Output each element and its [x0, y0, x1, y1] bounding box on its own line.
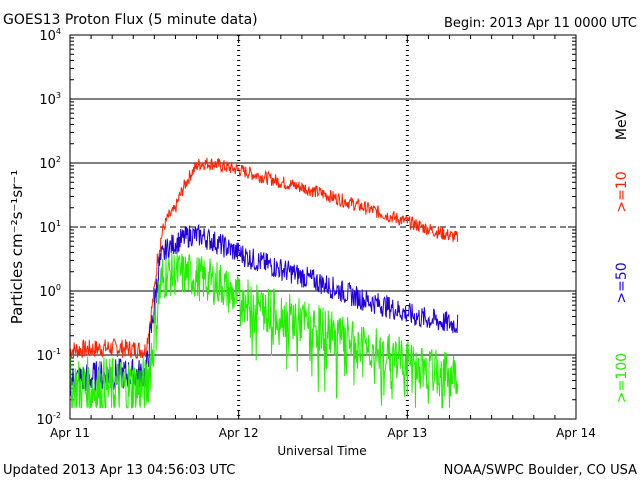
legend: MeV >=10 >=50 >=100 [614, 109, 630, 403]
series-line-0 [69, 157, 459, 360]
x-axis-label: Universal Time [277, 444, 366, 458]
legend-entry: >=100 [614, 353, 630, 403]
legend-unit-label: MeV [614, 109, 630, 140]
y-tick-label: 102 [39, 155, 61, 172]
x-tick-label: Apr 14 [556, 426, 596, 440]
y-tick-label: 104 [39, 27, 61, 44]
y-tick-label: 101 [39, 219, 61, 236]
plot-area: 10-2 10-1 100 101 102 103 104 Apr 11 Apr 12 Apr 1… [36, 27, 595, 440]
begin-label: Begin: 2013 Apr 11 0000 UTC [444, 16, 637, 31]
footer-credit: NOAA/SWPC Boulder, CO USA [444, 463, 637, 478]
x-tick-label: Apr 11 [50, 426, 90, 440]
footer-updated: Updated 2013 Apr 13 04:56:03 UTC [3, 463, 235, 478]
legend-entry: >=50 [614, 262, 630, 303]
y-axis-label: Particles cm⁻²s⁻¹sr⁻¹ [8, 170, 26, 324]
y-tick-label: 100 [39, 283, 61, 300]
plot-frame [69, 34, 577, 420]
x-tick-label: Apr 12 [219, 426, 259, 440]
y-tick-label: 10-2 [36, 411, 61, 428]
y-tick-label: 103 [39, 91, 61, 108]
series-line-2 [69, 250, 459, 409]
legend-entry: >=10 [614, 171, 630, 212]
x-tick-label: Apr 13 [387, 426, 427, 440]
y-tick-label: 10-1 [36, 347, 61, 364]
chart-title: GOES13 Proton Flux (5 minute data) [3, 12, 258, 28]
